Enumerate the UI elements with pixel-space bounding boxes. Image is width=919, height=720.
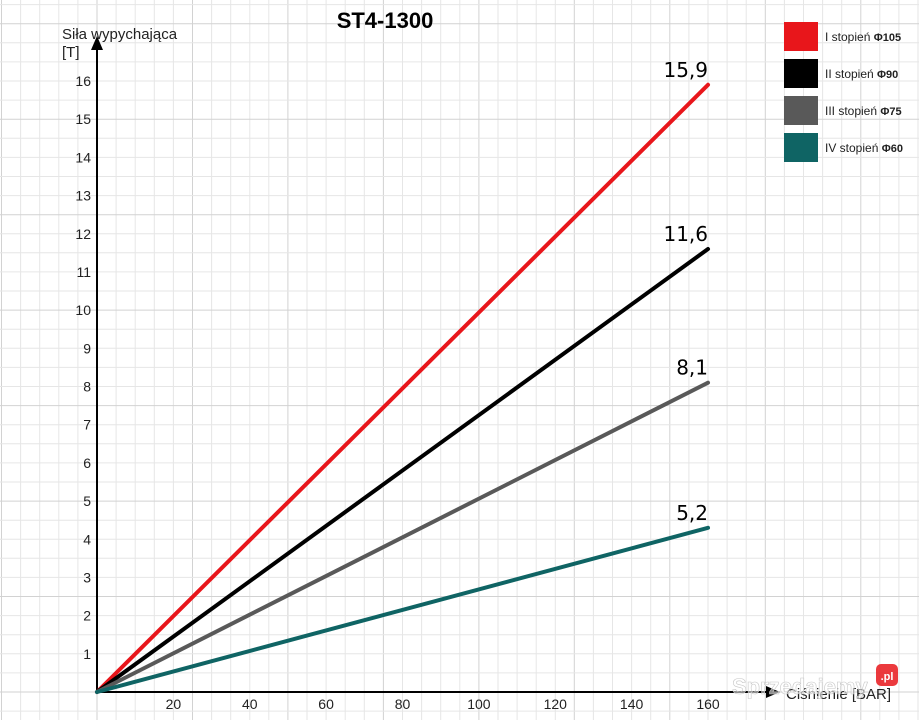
series-line-1	[95, 82, 710, 694]
legend-diameter-4: Φ60	[882, 143, 903, 155]
x-axis-label: Ciśnienie [BAR]	[786, 686, 891, 703]
y-tick-label: 5	[83, 493, 91, 509]
x-tick-label: 60	[318, 696, 334, 712]
series-line-3	[95, 380, 710, 694]
series-end-label-3: 8,1	[676, 356, 708, 380]
watermark: Sprzedajemy .pl	[732, 664, 898, 699]
legend-swatch-1	[784, 22, 818, 51]
y-tick-label: 6	[83, 455, 91, 471]
x-axis-arrow	[766, 686, 780, 698]
y-tick-label: 15	[75, 111, 91, 127]
x-tick-label: 160	[696, 696, 720, 712]
chart-axes	[91, 36, 780, 698]
legend-label-3: III stopień Φ75	[825, 104, 902, 118]
x-tick-label: 120	[544, 696, 568, 712]
x-tick-labels: 20 40 60 80 100 120 140 160	[166, 696, 720, 712]
y-axis-label-line1: Siła wypychająca	[62, 26, 178, 43]
legend-diameter-1: Φ105	[874, 32, 901, 44]
series-line-2	[95, 247, 710, 694]
legend-label-1: I stopień Φ105	[825, 30, 901, 44]
series-end-label-4: 5,2	[676, 501, 708, 525]
y-tick-label: 11	[76, 264, 91, 280]
y-tick-label: 3	[83, 569, 91, 585]
y-tick-label: 16	[75, 73, 91, 89]
y-tick-label: 8	[83, 379, 91, 395]
series-end-labels: 15,9 11,6 8,1 5,2	[663, 58, 708, 525]
y-tick-label: 10	[75, 302, 91, 318]
legend-label-2: II stopień Φ90	[825, 67, 898, 81]
legend-swatch-2	[784, 59, 818, 88]
x-tick-label: 100	[467, 696, 491, 712]
y-tick-label: 9	[83, 340, 91, 356]
chart-series	[95, 82, 710, 694]
legend-diameter-2: Φ90	[877, 69, 898, 81]
y-tick-label: 13	[75, 188, 91, 204]
legend-diameter-3: Φ75	[880, 106, 901, 118]
y-tick-label: 7	[83, 417, 91, 433]
legend-swatch-3	[784, 96, 818, 125]
x-tick-label: 20	[166, 696, 182, 712]
chart-title: ST4-1300	[337, 8, 434, 33]
watermark-brand: Sprzedajemy	[732, 674, 868, 699]
legend-label-4: IV stopień Φ60	[825, 141, 903, 155]
watermark-badge-bg	[876, 664, 898, 686]
y-tick-label: 4	[83, 531, 91, 547]
y-axis-arrow	[91, 36, 103, 50]
x-tick-label: 40	[242, 696, 258, 712]
chart-legend: I stopień Φ105 II stopień Φ90 III stopień …	[784, 22, 903, 162]
watermark-badge: .pl	[881, 671, 894, 683]
x-tick-label: 80	[395, 696, 411, 712]
series-end-label-2: 11,6	[663, 222, 708, 246]
series-line-4	[95, 525, 710, 694]
y-tick-label: 12	[75, 226, 91, 242]
y-tick-label: 14	[75, 149, 91, 165]
x-tick-label: 140	[620, 696, 644, 712]
y-tick-label: 1	[83, 646, 91, 662]
y-axis-label-line2: [T]	[62, 44, 80, 61]
y-tick-label: 2	[83, 608, 91, 624]
series-end-label-1: 15,9	[663, 58, 708, 82]
legend-swatch-4	[784, 133, 818, 162]
